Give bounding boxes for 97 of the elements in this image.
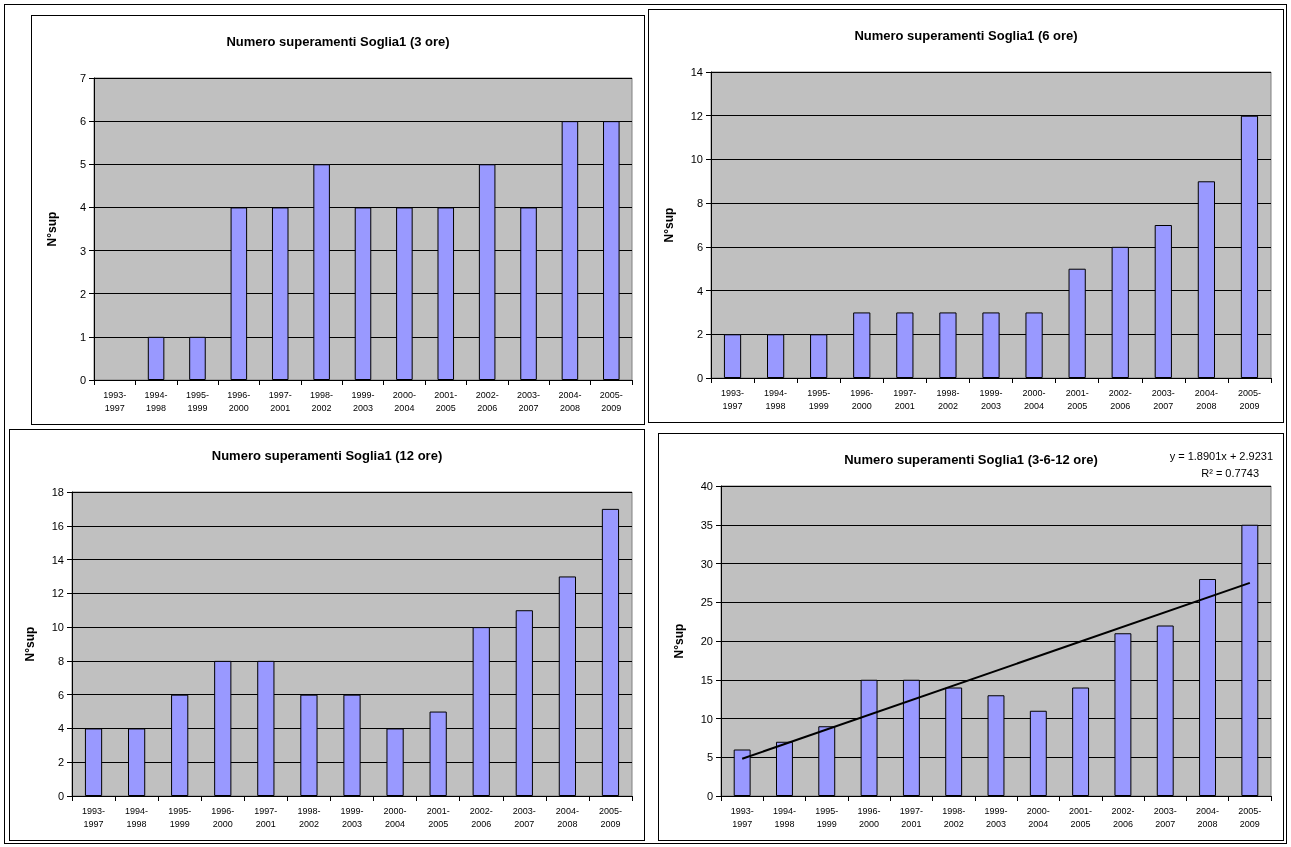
x-tick-label: 1998-2002 [297,805,321,829]
x-tick-label: 1999-2003 [984,805,1008,829]
x-tick-label: 2003-2007 [517,389,541,413]
text: y = 1.8901x + 2.9231 [1169,449,1274,462]
y-tick-label: 35 [700,518,713,531]
y-tick-label: 40 [700,480,713,492]
x-tick-label: 2002-2006 [475,389,499,413]
y-tick-label: 3 [79,244,86,257]
x-tick-label: 2002-2006 [1108,387,1132,411]
x-tick-label: 2003-2007 [1153,805,1177,829]
x-tick-label: 1995-1999 [185,389,209,413]
x-tick-label: 1996-2000 [227,389,251,413]
x-tick-label: 1994-1998 [125,805,149,829]
x-tick-label: 2004-2008 [1196,805,1220,829]
y-tick-label: 0 [706,790,713,802]
y-tick-label: 0 [57,790,64,802]
y-tick-label: 5 [706,751,713,764]
y-tick-label: 4 [79,201,86,214]
y-axis-title: N°sup [45,211,59,247]
x-tick-label: 2004-2008 [558,389,582,413]
x-tick-label: 1996-2000 [850,387,874,411]
x-tick-label: 2000-2004 [1022,387,1046,411]
chart-title: Numero superamenti Soglia1 (12 ore) [211,448,443,463]
y-tick-label: 10 [690,153,703,166]
y-axis-title: N°sup [672,623,686,659]
y-tick-label: 1 [79,330,86,343]
x-tick-label: 1997-2001 [899,805,923,829]
x-tick-label: 1999-2003 [979,387,1003,411]
y-tick-label: 10 [51,621,64,634]
y-tick-label: 6 [57,688,64,701]
x-tick-label: 2000-2004 [1026,805,1050,829]
x-tick-label: 1993-1997 [721,387,745,411]
y-tick-label: 2 [696,328,703,341]
x-tick-label: 2005-2009 [1238,805,1262,829]
y-axis-title: N°sup [23,626,37,662]
x-tick-label: 1999-2003 [351,389,375,413]
x-tick-label: 2001-2005 [426,805,450,829]
x-tick-label: 1996-2000 [211,805,235,829]
x-tick-label: 2004-2008 [1194,387,1218,411]
x-tick-label: 2000-2004 [383,805,407,829]
y-tick-label: 8 [57,654,64,667]
y-tick-label: 4 [57,722,64,735]
x-tick-label: 2001-2005 [1069,805,1093,829]
x-tick-label: 1993-1997 [103,389,127,413]
y-tick-label: 2 [57,756,64,769]
x-tick-label: 1998-2002 [310,389,334,413]
y-tick-label: 25 [700,596,713,609]
y-tick-label: 14 [51,553,64,566]
x-tick-label: 1993-1997 [82,805,106,829]
x-tick-label: 1993-1997 [730,805,754,829]
y-tick-label: 16 [51,519,64,532]
chart-title: Numero superamenti Soglia1 (3 ore) [226,34,450,49]
x-tick-label: 2003-2007 [512,805,536,829]
x-tick-label: 2005-2009 [1237,387,1261,411]
x-tick-label: 2004-2008 [555,805,579,829]
y-tick-label: 6 [79,115,86,128]
x-tick-label: 2000-2004 [392,389,416,413]
x-tick-label: 1997-2001 [254,805,278,829]
text: R² = 0.7743 [1201,466,1260,479]
y-axis-title: N°sup [662,207,676,243]
y-tick-label: 10 [700,712,713,725]
x-tick-label: 1994-1998 [144,389,168,413]
x-tick-label: 2001-2005 [434,389,458,413]
x-tick-label: 2001-2005 [1065,387,1089,411]
y-tick-label: 12 [690,109,703,122]
y-tick-label: 20 [700,635,713,647]
y-tick-label: 0 [696,372,703,384]
x-tick-label: 1995-1999 [807,387,831,411]
chart-title: Numero superamenti Soglia1 (3-6-12 ore) [844,452,1098,467]
y-tick-label: 6 [696,240,703,253]
y-tick-label: 15 [700,673,713,686]
y-tick-label: 4 [696,284,703,297]
x-tick-label: 2002-2006 [1111,805,1135,829]
x-tick-label: 1995-1999 [815,805,839,829]
y-tick-label: 14 [690,66,703,78]
x-tick-label: 2003-2007 [1151,387,1175,411]
y-tick-label: 12 [51,587,64,600]
x-tick-label: 1996-2000 [857,805,881,829]
y-tick-label: 18 [51,486,64,498]
x-tick-label: 2002-2006 [469,805,493,829]
x-tick-label: 1998-2002 [942,805,966,829]
x-tick-label: 1994-1998 [764,387,788,411]
y-tick-label: 8 [696,197,703,210]
x-tick-label: 1999-2003 [340,805,364,829]
x-tick-label: 1995-1999 [168,805,192,829]
y-tick-label: 5 [79,158,86,171]
y-tick-label: 0 [79,374,86,386]
y-tick-label: 7 [79,72,86,84]
x-tick-label: 1998-2002 [936,387,960,411]
x-tick-label: 1994-1998 [772,805,796,829]
x-tick-label: 1997-2001 [893,387,917,411]
x-tick-label: 1997-2001 [268,389,292,413]
y-tick-label: 30 [700,557,713,570]
y-tick-label: 2 [79,287,86,300]
x-tick-label: 2005-2009 [598,805,622,829]
chart-title: Numero superamenti Soglia1 (6 ore) [854,28,1078,43]
x-tick-label: 2005-2009 [599,389,623,413]
